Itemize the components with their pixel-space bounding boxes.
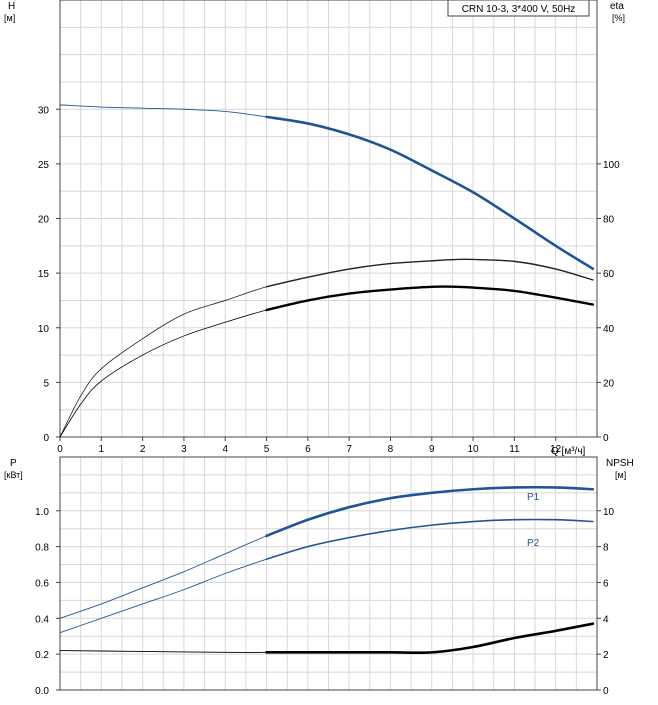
npsh-tick-label: 0 [603,686,609,697]
flow-tick-label: 10 [468,444,480,455]
lower-efficiency-curve-line [59,286,594,438]
npsh-curve-operating-range [265,622,595,655]
npsh-tick-label: 8 [603,543,609,554]
eta-tick-label: 100 [603,160,620,171]
p1-power-curve-line [59,486,594,619]
flow-tick-label: 1 [99,444,105,455]
power-axis-unit: [кВт] [4,470,23,480]
power-npsh-plot-frame [59,456,598,691]
power-tick-label: 0.6 [35,578,49,589]
flow-tick-label: 6 [305,444,311,455]
flow-tick-label: 9 [429,444,435,455]
npsh-axis-label: NPSH [606,458,634,469]
series-label-p1: P1 [527,492,540,503]
eta-tick-label: 80 [603,215,615,226]
head-tick-label: 30 [38,105,50,116]
flow-tick-label: 5 [264,444,270,455]
grid-layer [60,0,597,690]
title-box: CRN 10-3, 3*400 V, 50Hz [447,0,590,17]
power-axis-label: P [10,458,17,469]
npsh-axis-unit: [м] [615,470,626,480]
eta-tick-label: 0 [603,433,609,444]
flow-tick-label: 4 [222,444,228,455]
upper-efficiency-curve-operating-range [265,258,594,288]
head-axis-label: H [8,1,15,12]
flow-tick-label: 7 [346,444,352,455]
power-tick-label: 0.4 [35,614,49,625]
npsh-tick-label: 10 [603,507,615,518]
eta-axis-unit: [%] [612,13,625,23]
flow-axis-label: Q [м³/ч] [551,446,586,457]
flow-tick-label: 2 [140,444,146,455]
power-tick-label: 0.0 [35,686,49,697]
head-tick-label: 0 [43,433,49,444]
p2-power-curve-line [59,519,594,634]
flow-tick-label: 11 [509,444,520,455]
head-curve-line [59,104,594,270]
flow-tick-label: 0 [57,444,63,455]
head-tick-label: 20 [38,215,50,226]
chart-title: CRN 10-3, 3*400 V, 50Hz [462,4,576,15]
upper-efficiency-curve-line [59,258,594,438]
head-curve-operating-range [265,115,595,271]
p1-power-curve-operating-range [265,485,595,538]
npsh-tick-label: 6 [603,578,609,589]
npsh-tick-label: 2 [603,650,609,661]
flow-tick-label: 3 [181,444,187,455]
series-layer [59,104,595,655]
power-tick-label: 0.2 [35,650,49,661]
eta-tick-label: 40 [603,324,615,335]
p2-power-curve-operating-range [265,518,594,560]
eta-axis-label: eta [610,1,624,12]
npsh-tick-label: 4 [603,614,609,625]
power-tick-label: 0.8 [35,543,49,554]
head-tick-label: 25 [38,160,50,171]
flow-tick-label: 12 [550,444,562,455]
head-tick-label: 10 [38,324,50,335]
head-tick-label: 5 [43,378,49,389]
head-axis-unit: [м] [4,13,15,23]
series-label-p2: P2 [527,538,540,549]
eta-tick-label: 60 [603,269,615,280]
head-tick-label: 15 [38,269,50,280]
flow-tick-label: 8 [388,444,394,455]
tick-label-layer: 0 1 2 3 4 5 6 7 8 9 10 11 12051015202530020406080100… [35,105,620,697]
lower-efficiency-curve-operating-range [265,285,595,312]
power-tick-label: 1.0 [35,507,49,518]
eta-tick-label: 20 [603,378,615,389]
